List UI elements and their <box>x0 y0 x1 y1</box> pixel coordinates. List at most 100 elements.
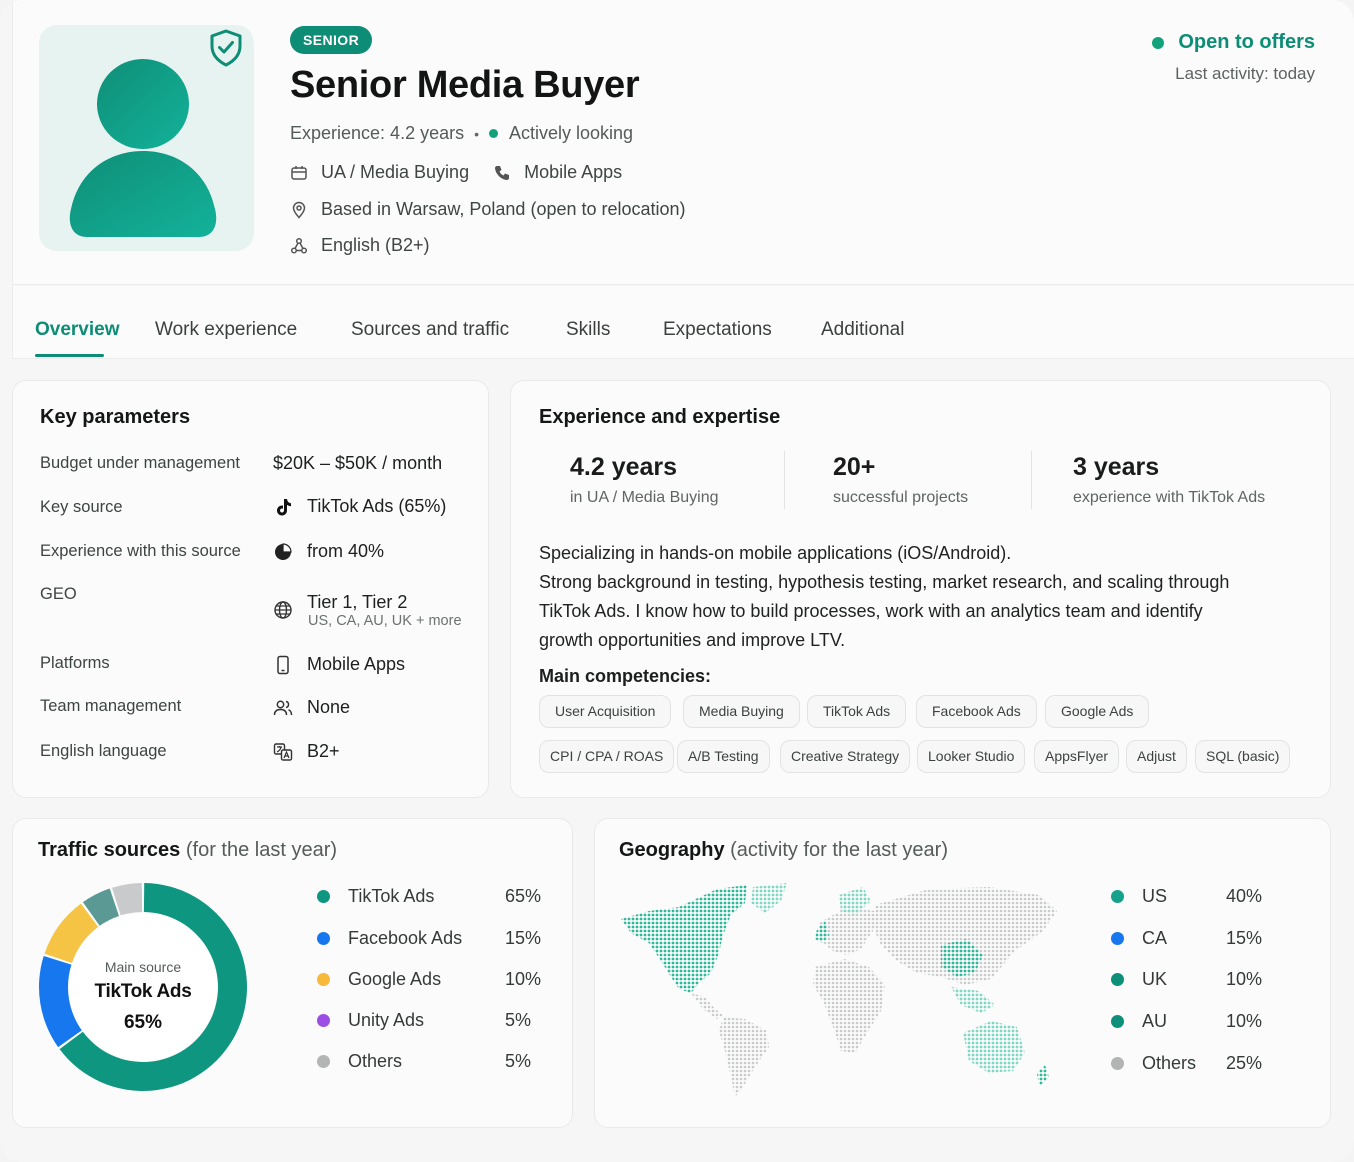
legend-item-facebook: Facebook Ads <box>317 928 462 949</box>
competency-chip: SQL (basic) <box>1195 740 1291 773</box>
legend-name: Google Ads <box>348 969 442 989</box>
tab-skills[interactable]: Skills <box>566 319 611 340</box>
key-parameters-card: Key parameters Budget under management $… <box>12 380 489 798</box>
stat-projects-value: 20+ <box>833 453 876 481</box>
legend-dot-icon <box>1111 932 1124 945</box>
legend-dot-icon <box>317 973 330 986</box>
donut-slice-facebook-ads <box>39 956 82 1048</box>
last-activity: Last activity: today <box>1175 64 1315 83</box>
active-tab-indicator <box>35 354 104 357</box>
legend-dot-icon <box>1111 1057 1124 1070</box>
location-pin-icon <box>292 201 306 219</box>
stat-divider <box>784 451 785 509</box>
traffic-title: Traffic sources (for the last year) <box>38 839 337 862</box>
verified-shield-icon <box>210 29 242 67</box>
stat-years-value: 4.2 years <box>570 453 678 481</box>
tab-bar: Overview Work experience Sources and tra… <box>12 286 1354 359</box>
online-dot-icon <box>1152 36 1165 49</box>
competency-chip: AppsFlyer <box>1034 740 1120 773</box>
kp-value-key-source: TikTok Ads (65%) <box>273 496 446 517</box>
experience-text: Experience: 4.2 years <box>290 123 465 143</box>
donut-slice-others <box>112 883 143 916</box>
source-experience-value: from 40% <box>307 541 385 561</box>
main-source-name: TikTok Ads <box>94 981 192 1002</box>
tab-overview[interactable]: Overview <box>35 319 120 340</box>
status-dot-icon <box>489 129 498 138</box>
vertical: Mobile Apps <box>524 162 623 182</box>
legend-dot-icon <box>1111 1015 1124 1028</box>
legend-dot-icon <box>317 1055 330 1068</box>
donut-slice-unity-ads <box>82 888 119 926</box>
map-africa <box>813 959 885 1053</box>
phone-icon <box>277 655 289 674</box>
platforms-value: Mobile Apps <box>307 654 406 674</box>
map-europe <box>819 907 875 955</box>
geography-title: Geography (activity for the last year) <box>619 839 948 862</box>
description-line: Specializing in hands-on mobile applicat… <box>539 543 1012 563</box>
stat-projects-caption: successful projects <box>833 489 969 506</box>
kp-value-budget: $20K – $50K / month <box>273 453 442 474</box>
competency-chip: Creative Strategy <box>780 740 911 773</box>
legend-dot-icon <box>317 932 330 945</box>
kp-label-geo: GEO <box>40 585 77 603</box>
map-australia <box>963 1021 1025 1073</box>
competency-chip: CPI / CPA / ROAS <box>539 740 675 773</box>
kp-value-team: None <box>273 697 350 718</box>
stat-years-caption: in UA / Media Buying <box>570 489 719 506</box>
location: Based in Warsaw, Poland (open to relocat… <box>321 199 686 219</box>
person-silhouette-icon <box>69 59 217 237</box>
map-se-asia <box>951 987 995 1013</box>
traffic-donut-chart <box>39 883 247 1091</box>
geography-title-sub: (activity for the last year) <box>730 839 948 861</box>
legend-value: 5% <box>505 1010 532 1030</box>
kp-value-platforms: Mobile Apps <box>273 654 405 675</box>
map-uk <box>815 921 829 943</box>
english-value: B2+ <box>307 741 340 761</box>
competency-chip: User Acquisition <box>539 695 672 728</box>
legend-item-others: Others <box>317 1051 402 1072</box>
legend-name: US <box>1142 886 1168 906</box>
network-icon <box>290 237 308 254</box>
legend-dot-icon <box>317 1014 330 1027</box>
legend-name: Unity Ads <box>348 1010 425 1030</box>
legend-value: 15% <box>1226 928 1263 948</box>
language: English (B2+) <box>321 235 430 255</box>
stat-tiktok-value: 3 years <box>1073 453 1160 481</box>
key-parameters-title: Key parameters <box>40 406 191 428</box>
geo-countries: US, CA, AU, UK + more <box>308 613 462 629</box>
legend-name: CA <box>1142 928 1168 948</box>
tab-work-experience[interactable]: Work experience <box>155 319 298 340</box>
kp-label-english: English language <box>40 742 167 760</box>
kp-label-key-source: Key source <box>40 498 123 516</box>
tab-sources-and-traffic[interactable]: Sources and traffic <box>351 319 510 340</box>
geo-value: Tier 1, Tier 2 <box>307 591 408 612</box>
seniority-badge: SENIOR <box>290 26 373 54</box>
competency-chip: Adjust <box>1126 740 1187 773</box>
location-row: Based in Warsaw, Poland (open to relocat… <box>290 199 686 220</box>
kp-value-source-experience: from 40% <box>273 541 384 562</box>
language-row: English (B2+) <box>290 235 430 256</box>
main-source-value: 65% <box>123 1012 163 1033</box>
map-central-america <box>691 993 723 1019</box>
legend-value: 10% <box>505 969 542 989</box>
search-status: Actively looking <box>509 123 634 143</box>
tab-additional[interactable]: Additional <box>821 319 905 340</box>
job-title: Senior Media Buyer <box>290 64 640 106</box>
competency-chip: A/B Testing <box>677 740 770 773</box>
legend-value: 25% <box>1226 1053 1263 1073</box>
kp-value-english: B2+ <box>273 741 340 762</box>
legend-value: 5% <box>505 1051 532 1071</box>
legend-dot-icon <box>1111 973 1124 986</box>
legend-name: AU <box>1142 1011 1168 1031</box>
tab-expectations[interactable]: Expectations <box>663 319 772 340</box>
competency-chip: Looker Studio <box>917 740 1026 773</box>
map-greenland <box>751 883 787 913</box>
phone-icon <box>495 165 510 180</box>
budget-value: $20K – $50K / month <box>273 453 443 473</box>
traffic-title-sub: (for the last year) <box>185 839 338 861</box>
tiktok-icon <box>277 498 291 515</box>
competency-chip: Google Ads <box>1045 695 1150 728</box>
availability-status: Open to offers <box>1152 31 1315 54</box>
kp-value-geo: Tier 1, Tier 2 <box>273 584 407 620</box>
